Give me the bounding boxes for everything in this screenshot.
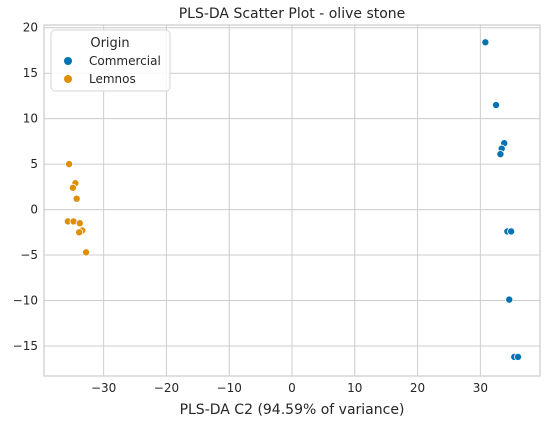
x-tick-label: −30 [91, 381, 116, 395]
commercial-point [492, 101, 501, 110]
x-tick-label: 0 [288, 381, 296, 395]
y-tick-label: 20 [23, 21, 38, 35]
lemnos-point [75, 219, 84, 228]
y-tick-label: 10 [23, 112, 38, 126]
y-tick-label: 0 [30, 203, 38, 217]
data-points [63, 38, 523, 361]
commercial-point [505, 295, 514, 304]
commercial-point [507, 227, 516, 236]
y-tick-label: −15 [13, 339, 38, 353]
x-tick-label: 20 [410, 381, 425, 395]
x-tick-label: 30 [473, 381, 488, 395]
y-tick-label: −5 [20, 248, 38, 262]
x-axis-label: PLS-DA C2 (94.59% of variance) [180, 402, 405, 418]
y-tick-label: 15 [23, 66, 38, 80]
chart-title: PLS-DA Scatter Plot - olive stone [179, 6, 406, 22]
lemnos-point [65, 160, 74, 169]
commercial-point [496, 150, 505, 159]
commercial-point [514, 352, 523, 361]
tick-labels: −30 −20 −10 0 10 20 30 −15 −10 −5 0 5 10 15 20 [13, 21, 488, 395]
lemnos-point [82, 248, 91, 257]
lemnos-point [75, 228, 84, 237]
x-tick-label: −10 [217, 381, 242, 395]
x-tick-label: −20 [154, 381, 179, 395]
x-tick-label: 10 [347, 381, 362, 395]
lemnos-point [72, 194, 81, 203]
legend-box [50, 29, 171, 92]
legend: Origin Commercial Lemnos [50, 29, 171, 92]
commercial-point [481, 38, 490, 47]
lemnos-point [68, 183, 77, 192]
y-tick-label: 5 [30, 157, 38, 171]
legend-marker-lemnos [64, 75, 72, 83]
legend-label-lemnos: Lemnos [89, 72, 136, 86]
legend-title: Origin [90, 36, 129, 51]
legend-marker-commercial [64, 57, 72, 65]
y-tick-label: −10 [13, 294, 38, 308]
legend-label-commercial: Commercial [89, 54, 161, 68]
